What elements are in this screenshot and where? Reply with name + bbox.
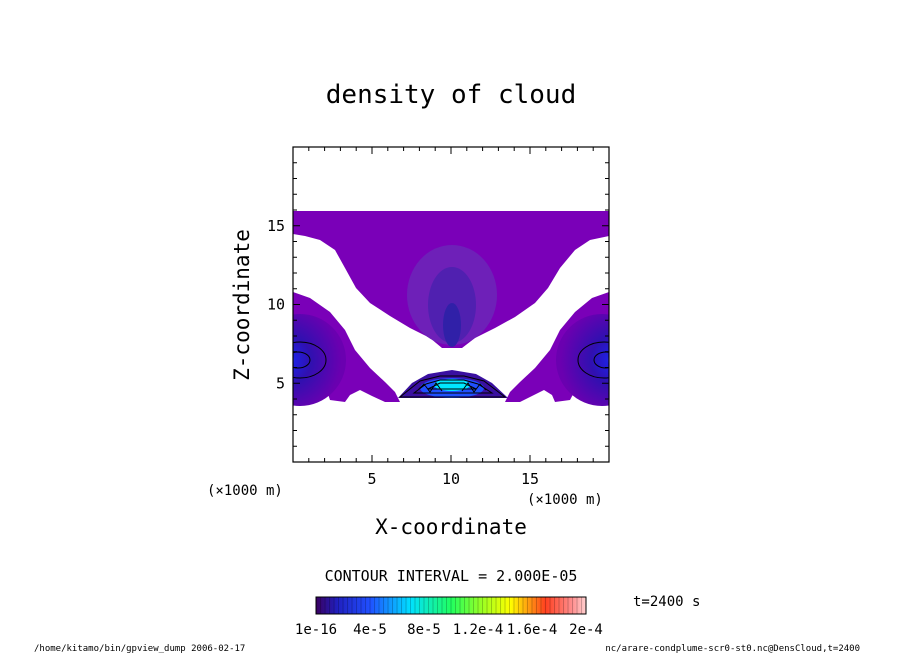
footer-right: nc/arare-condplume-scr0-st0.nc@DensCloud… — [605, 644, 860, 654]
right-core — [556, 314, 609, 406]
colorbar-tick-label: 8e-5 — [407, 622, 441, 638]
axis-ticks: 5 10 15 5 10 15 — [267, 147, 609, 488]
right-core-contour-outer — [577, 341, 609, 379]
y-tick-label: 5 — [276, 374, 285, 392]
time-label: t=2400 s — [633, 594, 700, 610]
central-lower-contours — [398, 375, 507, 398]
x-tick-label: 10 — [442, 470, 460, 488]
colorbar-tick-label: 1.2e-4 — [453, 622, 504, 638]
colorbar-tick-labels: 1e-16 4e-5 8e-5 1.2e-4 1.6e-4 2e-4 — [295, 622, 603, 638]
left-core — [293, 314, 346, 406]
plot-field — [293, 211, 609, 406]
chart-title: density of cloud — [326, 80, 576, 110]
x-tick-label: 5 — [367, 470, 376, 488]
colorbar-tick-label: 2e-4 — [569, 622, 603, 638]
left-core-contour-inner — [293, 351, 311, 369]
colorbar-tick-label: 1e-16 — [295, 622, 337, 638]
footer-left: /home/kitamo/bin/gpview_dump 2006-02-17 — [34, 644, 245, 654]
y-tick-label: 10 — [267, 296, 285, 314]
x-axis-label: X-coordinate — [375, 515, 527, 539]
colorbar-segments — [320, 597, 582, 614]
central-column-core — [443, 303, 461, 347]
central-lower-core-cyan — [434, 379, 470, 391]
colorbar-tick-label: 4e-5 — [353, 622, 387, 638]
y-unit-label: (×1000 m) — [207, 483, 283, 499]
left-core-contour-outer — [293, 341, 327, 379]
x-tick-label: 15 — [521, 470, 539, 488]
y-axis-label: Z-coordinate — [230, 229, 254, 381]
colorbar-tick-label: 1.6e-4 — [507, 622, 558, 638]
colorbar — [315, 596, 587, 615]
y-tick-label: 15 — [267, 217, 285, 235]
x-unit-label: (×1000 m) — [527, 492, 603, 508]
contour-interval-label: CONTOUR INTERVAL = 2.000E-05 — [325, 567, 578, 585]
